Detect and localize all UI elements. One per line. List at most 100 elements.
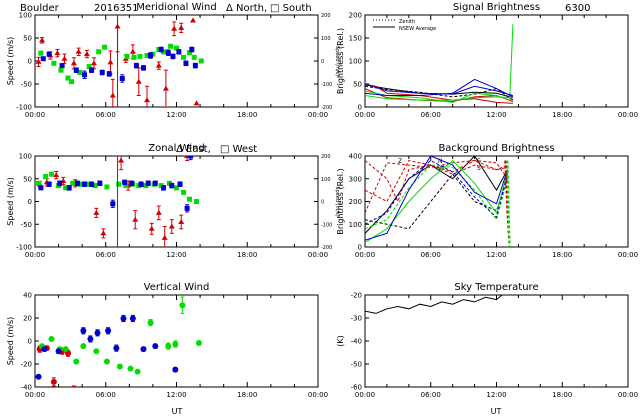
meridional-point (61, 55, 68, 61)
meridional-ytick-right-label: 100 (321, 36, 331, 42)
zonal-point (188, 156, 194, 159)
meridional-point (107, 59, 114, 65)
zonal-title: Zonal Wind (148, 143, 205, 154)
signal-ylabel: Brightness (Rel.) (336, 28, 345, 94)
meridional-ytick-right-label: -100 (321, 82, 332, 88)
zonal-point (186, 196, 192, 202)
zonal-point (57, 180, 63, 186)
meridional-xtick-label: 12:00 (166, 111, 186, 119)
background-series-blue-1 (365, 156, 508, 241)
zonal-point (82, 181, 88, 187)
zonal-ytick-right-label: 200 (321, 154, 331, 160)
background-ytick-label: 100 (349, 221, 362, 229)
zonal-point (93, 209, 100, 215)
vertical-point (195, 340, 202, 347)
meridional-point (51, 60, 57, 66)
vertical-point (48, 335, 55, 342)
background-series-drop-green (506, 160, 511, 247)
signal-series-green-2 (365, 95, 513, 101)
zonal-point (36, 180, 42, 186)
background-ytick-label: 200 (349, 198, 362, 206)
vertical-point (120, 315, 127, 322)
zonal-point (184, 205, 190, 211)
meridional-ytick-right-label: -200 (321, 105, 332, 111)
vertical-point (105, 327, 112, 334)
meridional-point (54, 50, 61, 56)
sky-xtick-label: 18:00 (552, 391, 572, 399)
meridional-point (99, 70, 105, 75)
meridional-point (186, 50, 192, 56)
sky-panel: Sky Temperature 00:00 06:00 12:00 18:00 00:00… (336, 282, 638, 399)
zonal-point (132, 216, 139, 222)
background-series-green-1 (365, 159, 508, 243)
meridional-point (106, 71, 112, 77)
zonal-xtick-label: 12:00 (166, 251, 186, 259)
sky-frame (364, 294, 629, 388)
background-xtick-label: 06:00 (421, 251, 441, 259)
zonal-point (177, 181, 183, 187)
meridional-point (190, 17, 197, 23)
meridional-point (70, 60, 77, 66)
zonal-ytick-right-label: 100 (321, 177, 331, 183)
background-series-red-2 (365, 159, 508, 203)
meridional-point (181, 54, 187, 60)
meridional-point (102, 44, 108, 50)
meridional-ylabel-right: Speed (m/s) (334, 46, 340, 76)
zonal-point (122, 179, 128, 185)
background-xtick-label: 12:00 (486, 251, 506, 259)
vertical-panel: Vertical Wind 00:00 06:00 12:00 18:00 00:00 40… (6, 282, 328, 399)
sky-xtick-label: 00:00 (618, 391, 638, 399)
vertical-point (165, 343, 172, 350)
vertical-ytick-label: 0 (28, 338, 32, 346)
meridional-point (58, 67, 64, 73)
sky-ytick-label: -60 (351, 384, 362, 392)
zonal-ylabel-right: Speed (m/s) (334, 186, 340, 216)
bg-legend-w: W (438, 165, 444, 172)
wavelength-label: 6300 (565, 3, 590, 14)
signal-legend: Zenith NSEW Average (373, 19, 436, 32)
background-title: Background Brightness (438, 143, 554, 154)
background-xtick-label: 00:00 (618, 251, 638, 259)
signal-xtick-label: 00:00 (618, 111, 638, 119)
zonal-point (104, 184, 110, 190)
zonal-point (38, 185, 44, 191)
zonal-point (53, 172, 60, 178)
zonal-point (89, 181, 95, 187)
bg-legend-n: N (438, 158, 443, 165)
meridional-ylabel: Speed (m/s) (6, 37, 15, 86)
meridional-frame (34, 14, 319, 108)
sky-ytick-label: -50 (351, 361, 362, 369)
background-ytick-label: 0 (358, 244, 362, 252)
background-xtick-label: 18:00 (552, 251, 572, 259)
meridional-point (59, 63, 65, 69)
vertical-point (147, 319, 154, 326)
zonal-point (97, 180, 103, 186)
zonal-point (152, 180, 158, 186)
zonal-point (46, 181, 52, 187)
meridional-ytick-label: 0 (28, 58, 32, 66)
station-label: Boulder (20, 3, 60, 14)
meridional-point (83, 51, 90, 57)
zonal-point (100, 230, 107, 236)
x-axis-label-right: UT (491, 407, 502, 416)
signal-legend-zenith: Zenith (399, 19, 415, 25)
background-series-green-2 (365, 164, 508, 230)
zonal-legend-west: □ West (220, 144, 257, 155)
vertical-point (179, 302, 186, 309)
zonal-point (110, 201, 116, 207)
zonal-point (161, 185, 167, 191)
zonal-point (168, 223, 175, 229)
vertical-xtick-label: 06:00 (96, 391, 116, 399)
background-series-black-dot (365, 173, 508, 230)
vertical-point (62, 346, 69, 353)
background-ytick-label: 300 (349, 175, 362, 183)
zonal-point (49, 171, 55, 177)
meridional-point (158, 47, 164, 52)
meridional-point (174, 45, 179, 51)
meridional-point (170, 53, 176, 59)
zonal-point (92, 183, 98, 189)
zonal-xtick-label: 18:00 (237, 251, 257, 259)
zonal-point (43, 173, 49, 179)
zonal-point (66, 185, 72, 191)
meridional-xtick-label: 06:00 (96, 111, 116, 119)
